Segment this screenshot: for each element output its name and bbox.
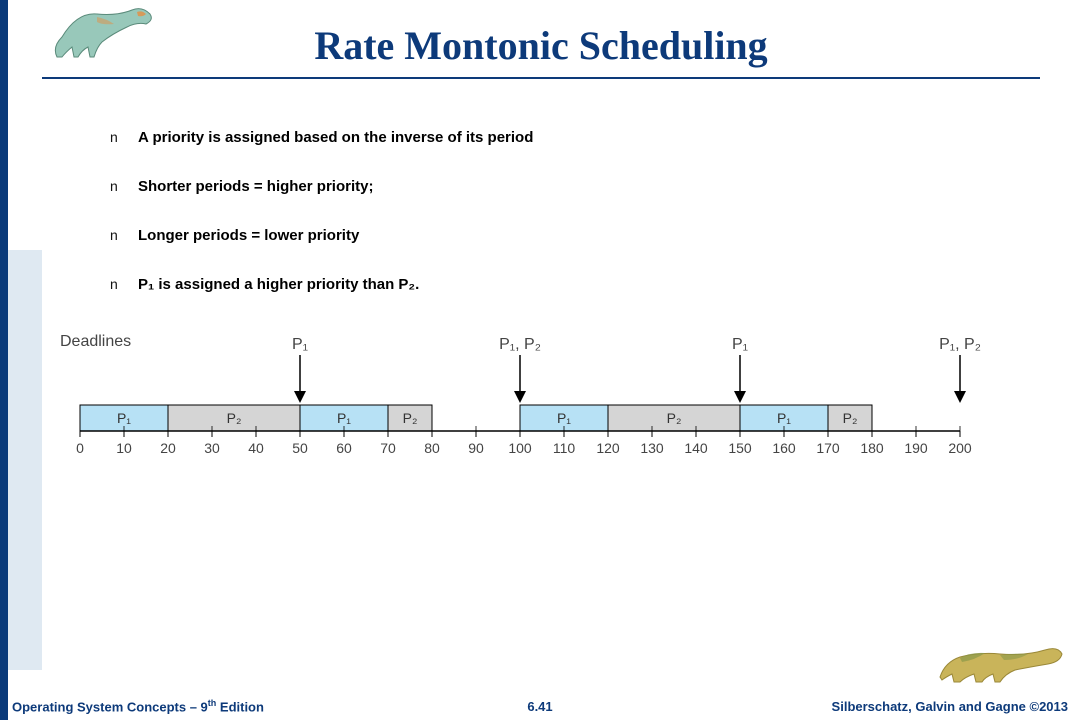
svg-text:P₁: P₁ [337, 410, 351, 426]
footer-left-sup: th [208, 698, 217, 708]
svg-text:P₁, P₂: P₁, P₂ [499, 336, 541, 353]
footer-left-pre: Operating System Concepts – 9 [12, 699, 208, 714]
dinosaur-top-icon [42, 0, 162, 72]
svg-text:110: 110 [553, 440, 576, 456]
bullet-marker: n [110, 129, 138, 145]
sidebar-strip [0, 0, 8, 720]
footer: Operating System Concepts – 9th Edition … [12, 698, 1068, 714]
footer-right: Silberschatz, Galvin and Gagne ©2013 [832, 699, 1068, 714]
svg-text:180: 180 [860, 440, 884, 456]
svg-text:70: 70 [380, 440, 396, 456]
svg-text:20: 20 [160, 440, 176, 456]
footer-left-post: Edition [216, 699, 264, 714]
svg-text:200: 200 [948, 440, 972, 456]
svg-text:120: 120 [596, 440, 620, 456]
svg-text:P₁: P₁ [557, 410, 571, 426]
bullet-item: n Shorter periods = higher priority; [110, 178, 1020, 195]
svg-text:P₂: P₂ [843, 410, 858, 426]
header: Rate Montonic Scheduling [42, 0, 1080, 79]
svg-text:0: 0 [76, 440, 84, 456]
svg-text:150: 150 [728, 440, 752, 456]
svg-text:40: 40 [248, 440, 264, 456]
bullet-item: n P₁ is assigned a higher priority than … [110, 276, 1020, 293]
timeline-svg: P₁ P₁, P₂ P₁ P₁, P₂ P₁ P₂ P₁ P₂ P₁ P₂ P₁ P₂ 0 10 20 30 4… [60, 333, 1020, 483]
svg-text:P₁: P₁ [292, 336, 308, 353]
bullet-text: Longer periods = lower priority [138, 227, 359, 244]
bullet-text: A priority is assigned based on the inve… [138, 129, 533, 146]
svg-text:190: 190 [904, 440, 928, 456]
svg-text:P₁: P₁ [777, 410, 791, 426]
content-area: n A priority is assigned based on the in… [110, 129, 1020, 293]
svg-text:P₂: P₂ [227, 410, 242, 426]
svg-text:80: 80 [424, 440, 440, 456]
title-underline [42, 77, 1040, 79]
svg-text:30: 30 [204, 440, 220, 456]
bullet-marker: n [110, 227, 138, 243]
svg-text:60: 60 [336, 440, 352, 456]
svg-text:160: 160 [772, 440, 796, 456]
svg-text:170: 170 [816, 440, 840, 456]
svg-text:130: 130 [640, 440, 664, 456]
page-title: Rate Montonic Scheduling [42, 22, 1040, 69]
bullet-marker: n [110, 276, 138, 292]
svg-text:10: 10 [116, 440, 132, 456]
svg-text:50: 50 [292, 440, 308, 456]
svg-text:P₂: P₂ [403, 410, 418, 426]
footer-left: Operating System Concepts – 9th Edition [12, 698, 264, 714]
bullet-item: n Longer periods = lower priority [110, 227, 1020, 244]
bullet-text: P₁ is assigned a higher priority than P₂… [138, 276, 419, 293]
bullet-item: n A priority is assigned based on the in… [110, 129, 1020, 146]
deadlines-label: Deadlines [60, 333, 131, 351]
timeline-diagram: Deadlines P₁P₁, P₂P₁P₁, P₂P₁P₂P₁P₂P₁P₂P₁… [60, 333, 1040, 488]
svg-text:P₁: P₁ [117, 410, 131, 426]
sidebar-light-strip [8, 250, 42, 670]
dinosaur-bottom-icon [930, 622, 1070, 692]
bullet-marker: n [110, 178, 138, 194]
svg-text:140: 140 [684, 440, 708, 456]
svg-text:100: 100 [508, 440, 532, 456]
svg-text:90: 90 [468, 440, 484, 456]
footer-center: 6.41 [527, 699, 552, 714]
svg-text:P₁: P₁ [732, 336, 748, 353]
bullet-text: Shorter periods = higher priority; [138, 178, 373, 195]
svg-text:P₁, P₂: P₁, P₂ [939, 336, 981, 353]
svg-text:P₂: P₂ [667, 410, 682, 426]
